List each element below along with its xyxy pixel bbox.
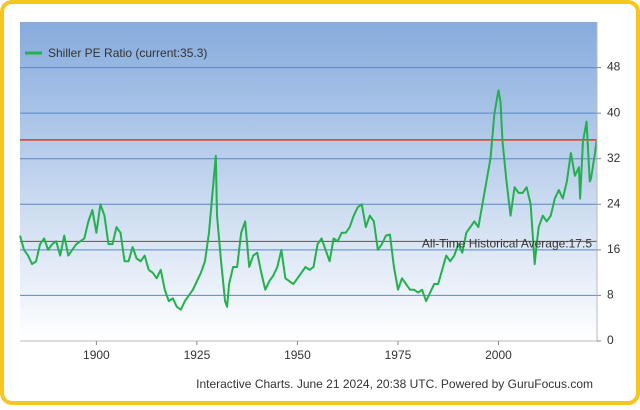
y-tick-label: 40 [607, 105, 621, 119]
data-line [19, 89, 598, 311]
reference-label: All-Time Historical Average:17.5 [422, 236, 592, 250]
x-tick-label: 1950 [284, 348, 311, 362]
legend-label: Shiller PE Ratio (current:35.3) [48, 46, 207, 60]
x-tick-label: 1975 [385, 348, 412, 362]
plot-area [20, 22, 597, 341]
y-tick-label: 0 [607, 333, 614, 347]
y-tick-label: 16 [607, 242, 621, 256]
y-tick-label: 32 [607, 151, 621, 165]
y-tick-label: 24 [607, 196, 621, 210]
y-tick-label: 8 [607, 288, 614, 302]
footer: Interactive Charts. June 21 2024, 20:38 … [196, 377, 593, 391]
y-tick-label: 48 [607, 60, 621, 74]
x-tick-label: 1925 [184, 348, 211, 362]
x-tick-label: 2000 [485, 348, 512, 362]
x-tick-label: 1900 [83, 348, 110, 362]
